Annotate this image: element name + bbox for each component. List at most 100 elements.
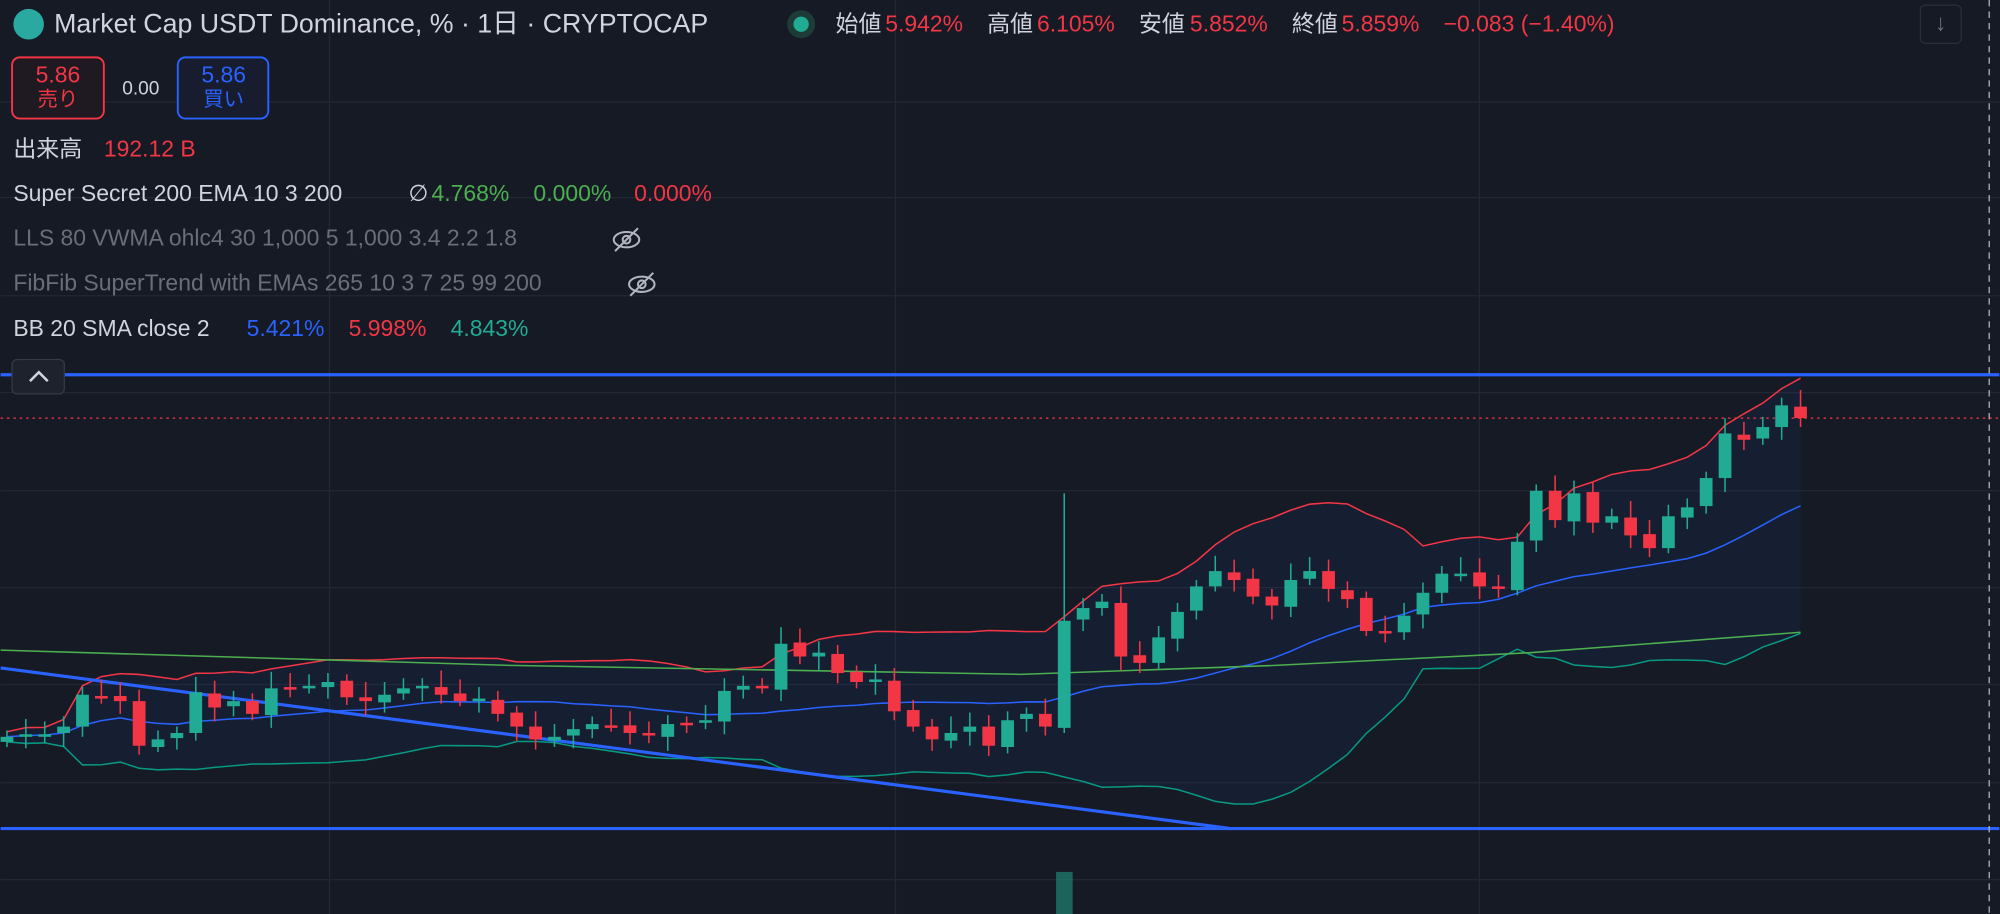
indicator-value: 5.998% [349,315,427,341]
candle-body [1359,597,1373,632]
candle-body [1662,516,1675,549]
candle-body [302,685,316,689]
indicator-name[interactable]: LLS 80 VWMA ohlc4 30 1,000 5 1,000 3.4 2… [13,225,517,251]
candle-body [434,687,448,695]
scroll-icon: ↓ [1935,9,1946,35]
sell-label: 売り [38,88,79,111]
change: −0.083 (−1.40%) [1444,11,1615,37]
candle-body [850,671,863,682]
scroll-button[interactable] [1919,4,1962,44]
candle-body [189,692,203,733]
symbol-title[interactable]: Market Cap USDT Dominance, % · 1日 · CRYP… [54,9,708,39]
candle-body [1680,507,1694,518]
candle-body [982,726,996,746]
collapse-button[interactable] [11,358,65,395]
candle-body [246,701,259,714]
candle-body [604,725,618,728]
candle-body [132,701,146,746]
candle-body [1435,573,1449,593]
candle-body [1076,608,1090,620]
candle-body [1529,490,1543,541]
volume-bar [1056,871,1073,914]
candle-body [151,739,165,748]
ohlc-label: 安値 [1139,11,1185,37]
candle-body [831,653,845,674]
candle-body [774,643,788,690]
candle-body [378,694,391,703]
candle-body [1756,427,1770,439]
candle-body [0,736,14,742]
status-dot [793,16,809,32]
candle-body [642,732,656,736]
candle-body [718,690,731,722]
candle-body [1303,571,1317,579]
candle-body [264,688,278,716]
candle-body [869,679,882,682]
ohlc-label: 終値 [1292,11,1338,37]
ohlc-value: 6.105% [1037,11,1115,37]
eye-off-icon[interactable] [612,227,641,252]
candle-body [1152,637,1166,663]
candle-body [1208,571,1222,587]
candle-body [415,685,429,689]
candle-body [1020,713,1033,719]
candle-body [1473,572,1486,587]
candle-body [1567,493,1581,522]
candle-body [548,736,561,741]
candle-body [566,729,580,736]
trend-line [0,666,1231,831]
candle-body [1624,517,1638,536]
sell-button[interactable] [11,56,105,120]
candle-body [359,697,373,702]
candle-body [1775,405,1789,428]
candle-body [1227,572,1241,581]
candle-body [1416,592,1430,615]
candle-body [1341,590,1354,600]
indicator-value: 4.843% [451,315,529,341]
hidden-icon[interactable]: ∅ [409,180,429,206]
candle-body [793,642,807,657]
candle-body [1284,580,1298,607]
candle-body [1246,578,1260,597]
candle-body [38,734,52,737]
candle-body [736,685,750,690]
candle-body [340,680,354,698]
candle-body [19,734,33,737]
indicator-name[interactable]: FibFib SuperTrend with EMAs 265 10 3 7 2… [13,269,541,295]
candle-body [1190,586,1203,611]
candle-body [170,732,184,739]
indicator-name[interactable]: 出来高 [13,135,82,161]
bb-basis [6,505,1801,738]
indicator-name[interactable]: BB 20 SMA close 2 [13,315,209,341]
indicator-value: 0.000% [533,180,611,206]
candle-body [1586,492,1600,523]
candle-body [113,696,127,702]
candle-body [699,720,712,723]
candle-body [585,724,599,730]
candle-body [1133,655,1147,663]
candle-body [755,685,769,689]
indicator-name[interactable]: Super Secret 200 EMA 10 3 200 [13,180,342,206]
candle-body [680,722,694,726]
candle-body [1718,433,1732,479]
eye-off-icon[interactable] [628,272,656,297]
candle-body [1322,571,1335,589]
candle-body [1510,541,1524,591]
candle-body [944,732,958,741]
candle-body [925,726,939,740]
indicator-value: 0.000% [634,180,712,206]
buy-button[interactable] [176,56,270,120]
symbol-icon [13,8,44,40]
candle-body [623,725,637,733]
candle-body [283,687,297,690]
ohlc-label: 始値 [836,11,882,37]
candle-body [397,688,410,694]
indicator-value: 4.768% [431,180,509,206]
candle-body [887,680,901,712]
bb-upper [6,377,1801,733]
candle-body [661,724,675,737]
candle-body [906,710,920,727]
